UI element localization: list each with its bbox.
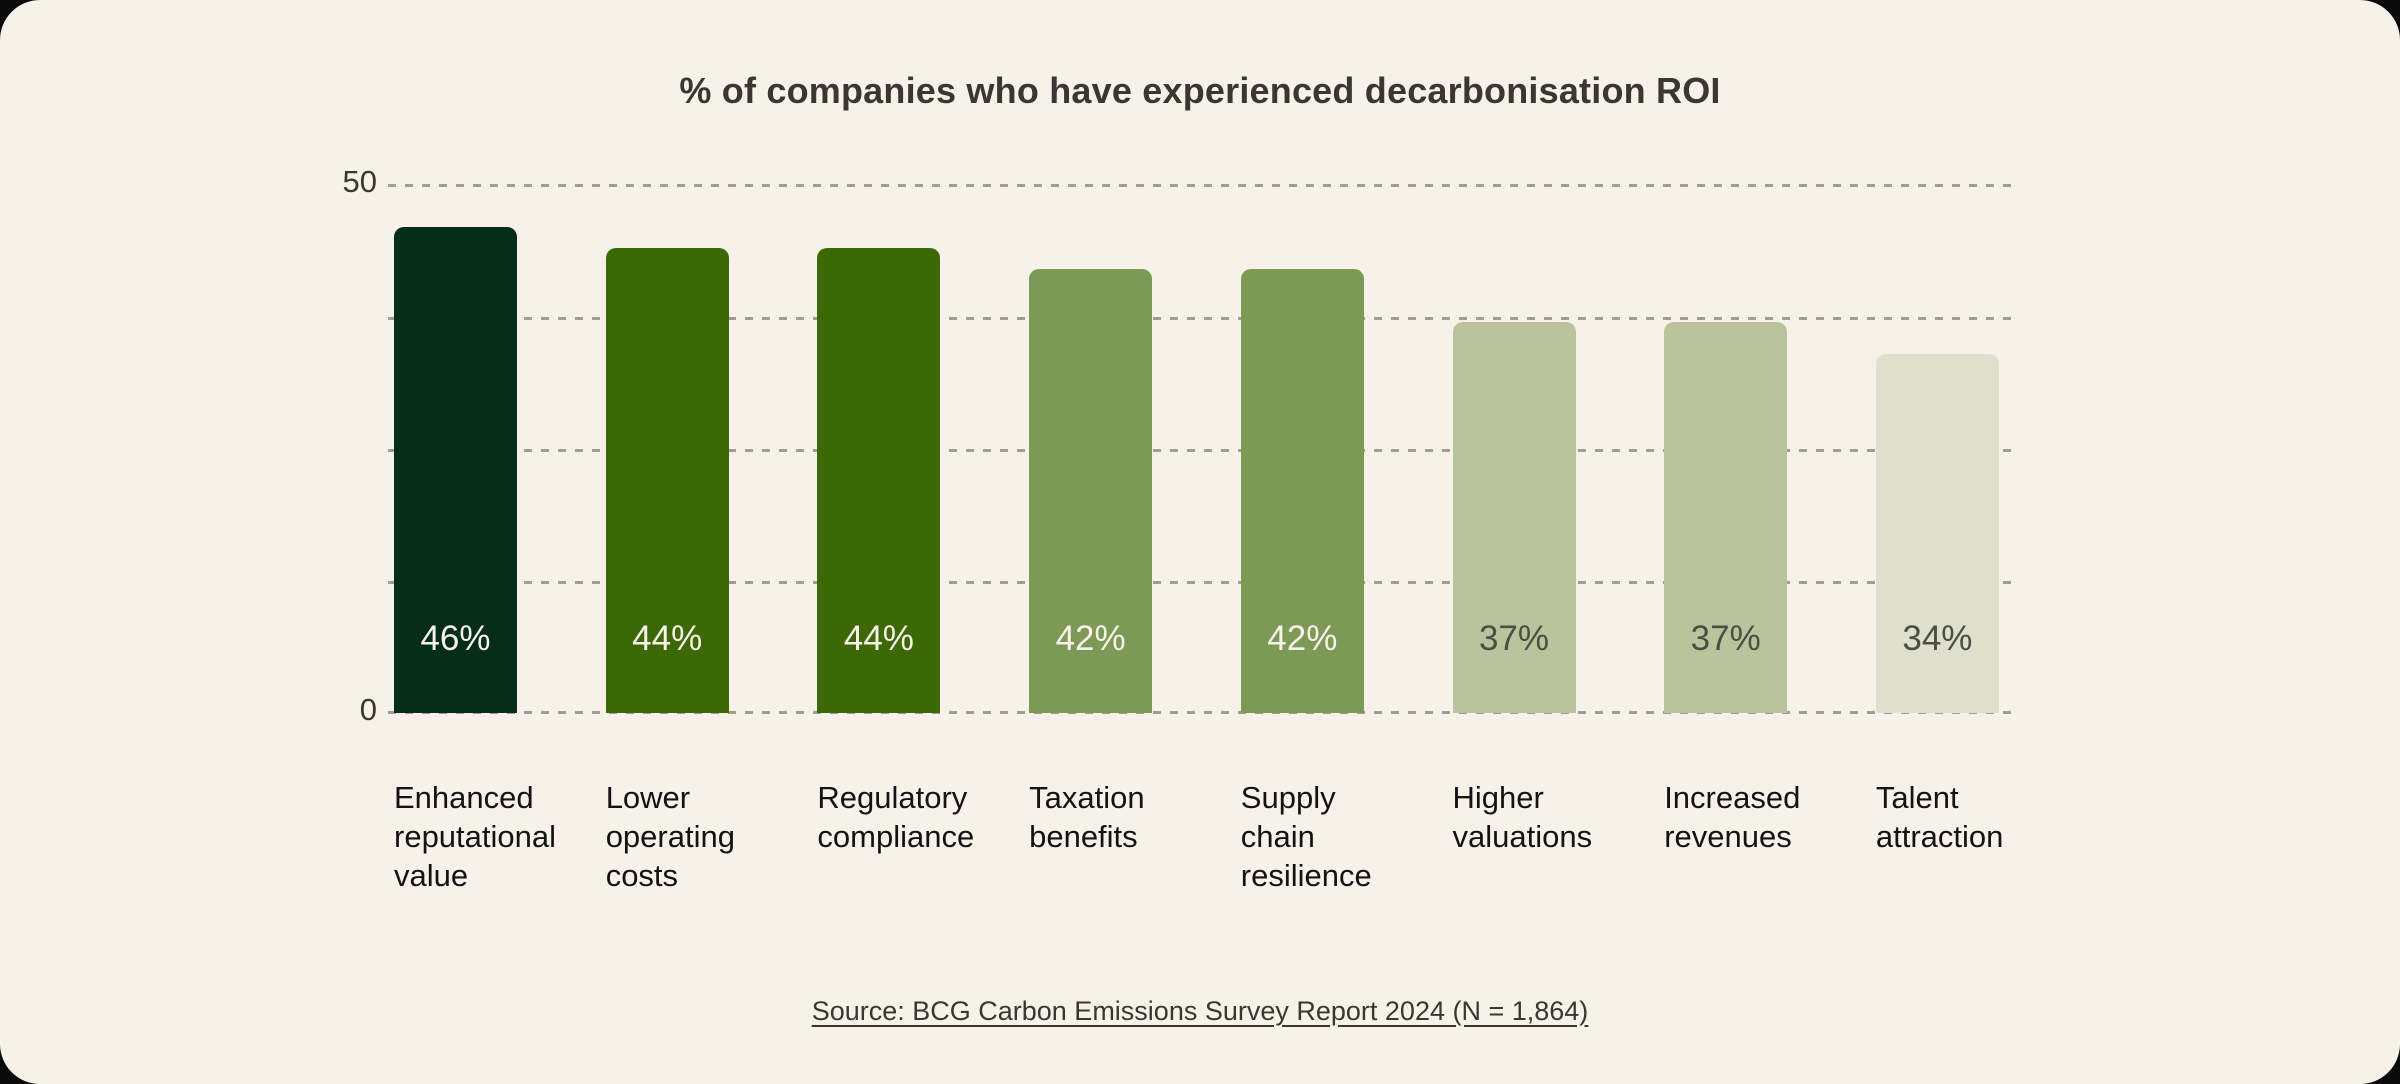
gridline-12-5 — [388, 581, 2012, 584]
bar-value-label: 44% — [843, 619, 914, 658]
category-label: Taxation benefits — [1029, 780, 1145, 854]
chart-title: % of companies who have experienced deca… — [679, 70, 1721, 111]
category-label: Regulatory compliance — [817, 780, 975, 854]
source-link[interactable]: Source: BCG Carbon Emissions Survey Repo… — [811, 996, 1589, 1026]
category-label: Enhanced reputational value — [394, 780, 557, 893]
category-label: Increased revenues — [1664, 780, 1801, 854]
gridline-25 — [388, 449, 2012, 452]
bar-2: 44% — [605, 248, 729, 713]
bar-value-label: 44% — [632, 619, 703, 658]
gridline-baseline — [388, 711, 2012, 714]
category-labels: Enhanced reputational value Lower operati… — [394, 778, 2003, 958]
category-label: Talent attraction — [1875, 780, 2004, 854]
bar-4: 42% — [1029, 269, 1153, 713]
category-label: Lower operating costs — [605, 780, 735, 893]
category-label: Higher valuations — [1452, 780, 1593, 854]
bar-value-label: 46% — [420, 619, 491, 658]
category-label: Supply chain resilience — [1240, 780, 1372, 893]
bar-5: 42% — [1240, 269, 1364, 713]
bar-6: 37% — [1452, 322, 1576, 713]
source-row: Source: BCG Carbon Emissions Survey Repo… — [0, 996, 2400, 1027]
gridline-50 — [388, 184, 2012, 187]
plot-area: 46% 44% 44% 42% 42% 37% 37% 34% — [388, 184, 2012, 714]
bar-value-label: 37% — [1478, 619, 1550, 658]
bar-3: 44% — [817, 248, 941, 713]
bar-1: 46% — [394, 227, 517, 713]
gridline-37-5 — [388, 317, 2012, 320]
bar-7: 37% — [1664, 322, 1788, 713]
bar-value-label: 42% — [1055, 619, 1126, 658]
bar-value-label: 34% — [1902, 619, 1973, 658]
y-axis-label-max: 50 — [342, 164, 377, 199]
bar-value-label: 37% — [1690, 619, 1761, 658]
bar-value-label: 42% — [1267, 619, 1338, 658]
y-axis-label-min: 0 — [359, 692, 377, 727]
bar-8: 34% — [1875, 353, 1999, 713]
